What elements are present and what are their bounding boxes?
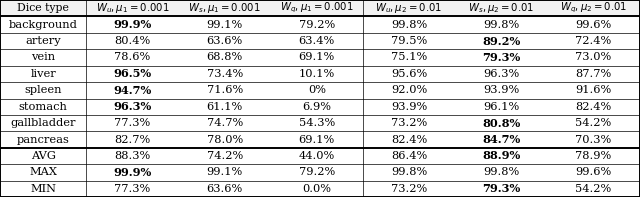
Text: 73.2%: 73.2% [391,118,427,128]
Text: 96.1%: 96.1% [483,102,519,112]
Text: 69.1%: 69.1% [299,135,335,145]
Text: artery: artery [26,36,61,46]
Text: gallbladder: gallbladder [10,118,76,128]
Text: 95.6%: 95.6% [391,69,427,79]
Text: 0%: 0% [308,85,326,95]
Text: liver: liver [30,69,56,79]
Text: 79.3%: 79.3% [482,52,520,63]
Text: MIN: MIN [30,184,56,194]
Text: 77.3%: 77.3% [115,118,150,128]
Text: 86.4%: 86.4% [391,151,427,161]
Text: 87.7%: 87.7% [575,69,611,79]
Text: 99.8%: 99.8% [483,167,519,177]
Text: 78.0%: 78.0% [207,135,243,145]
Text: 63.4%: 63.4% [299,36,335,46]
Text: $W_q, \mu_1 = 0.001$: $W_q, \mu_1 = 0.001$ [280,1,354,15]
Text: $W_s, \mu_2 = 0.01$: $W_s, \mu_2 = 0.01$ [468,1,534,15]
Text: 99.1%: 99.1% [207,167,243,177]
Text: stomach: stomach [19,102,68,112]
Text: 79.5%: 79.5% [391,36,427,46]
Text: 88.9%: 88.9% [482,151,520,162]
Text: 54.2%: 54.2% [575,184,611,194]
Text: 69.1%: 69.1% [299,52,335,62]
Text: 89.2%: 89.2% [482,35,520,46]
Text: 63.6%: 63.6% [207,184,243,194]
Text: 99.8%: 99.8% [483,20,519,30]
Text: 93.9%: 93.9% [391,102,427,112]
Text: $W_u, \mu_1 = 0.001$: $W_u, \mu_1 = 0.001$ [95,1,170,15]
Text: 61.1%: 61.1% [207,102,243,112]
Text: 99.8%: 99.8% [391,20,427,30]
Text: 96.5%: 96.5% [113,68,152,79]
Text: 80.8%: 80.8% [482,118,520,129]
Text: 84.7%: 84.7% [482,134,520,145]
Text: 79.2%: 79.2% [299,167,335,177]
Text: 70.3%: 70.3% [575,135,611,145]
Text: 78.6%: 78.6% [115,52,150,62]
Text: vein: vein [31,52,55,62]
Text: $W_q, \mu_2 = 0.01$: $W_q, \mu_2 = 0.01$ [559,1,627,15]
Text: 73.4%: 73.4% [207,69,243,79]
Text: MAX: MAX [29,167,57,177]
Text: 82.7%: 82.7% [115,135,150,145]
Text: 73.0%: 73.0% [575,52,611,62]
Text: 75.1%: 75.1% [391,52,427,62]
Text: 82.4%: 82.4% [391,135,427,145]
Bar [0,0,640,16]
Text: 99.9%: 99.9% [113,19,152,30]
Text: 54.3%: 54.3% [299,118,335,128]
Text: 77.3%: 77.3% [115,184,150,194]
Text: 99.6%: 99.6% [575,20,611,30]
Text: 79.2%: 79.2% [299,20,335,30]
Text: 88.3%: 88.3% [115,151,150,161]
Text: 44.0%: 44.0% [299,151,335,161]
Text: AVG: AVG [31,151,56,161]
Text: 78.9%: 78.9% [575,151,611,161]
Text: Dice type: Dice type [17,3,69,13]
Text: 99.6%: 99.6% [575,167,611,177]
Text: 91.6%: 91.6% [575,85,611,95]
Text: 73.2%: 73.2% [391,184,427,194]
Text: 82.4%: 82.4% [575,102,611,112]
Text: background: background [9,20,77,30]
Text: 74.7%: 74.7% [207,118,243,128]
Text: 79.3%: 79.3% [482,183,520,194]
Text: pancreas: pancreas [17,135,70,145]
Text: 54.2%: 54.2% [575,118,611,128]
Text: 94.7%: 94.7% [113,85,152,96]
Text: 93.9%: 93.9% [483,85,519,95]
Text: spleen: spleen [24,85,62,95]
Text: 71.6%: 71.6% [207,85,243,95]
Text: 0.0%: 0.0% [302,184,332,194]
Text: 6.9%: 6.9% [302,102,332,112]
Text: 99.9%: 99.9% [113,167,152,178]
Text: $W_u, \mu_2 = 0.01$: $W_u, \mu_2 = 0.01$ [375,1,443,15]
Text: 99.8%: 99.8% [391,167,427,177]
Text: 80.4%: 80.4% [115,36,150,46]
Text: 99.1%: 99.1% [207,20,243,30]
Text: 92.0%: 92.0% [391,85,427,95]
Text: $W_s, \mu_1 = 0.001$: $W_s, \mu_1 = 0.001$ [188,1,261,15]
Text: 72.4%: 72.4% [575,36,611,46]
Text: 10.1%: 10.1% [299,69,335,79]
Text: 96.3%: 96.3% [113,101,152,112]
Text: 96.3%: 96.3% [483,69,519,79]
Text: 68.8%: 68.8% [207,52,243,62]
Text: 63.6%: 63.6% [207,36,243,46]
Text: 74.2%: 74.2% [207,151,243,161]
